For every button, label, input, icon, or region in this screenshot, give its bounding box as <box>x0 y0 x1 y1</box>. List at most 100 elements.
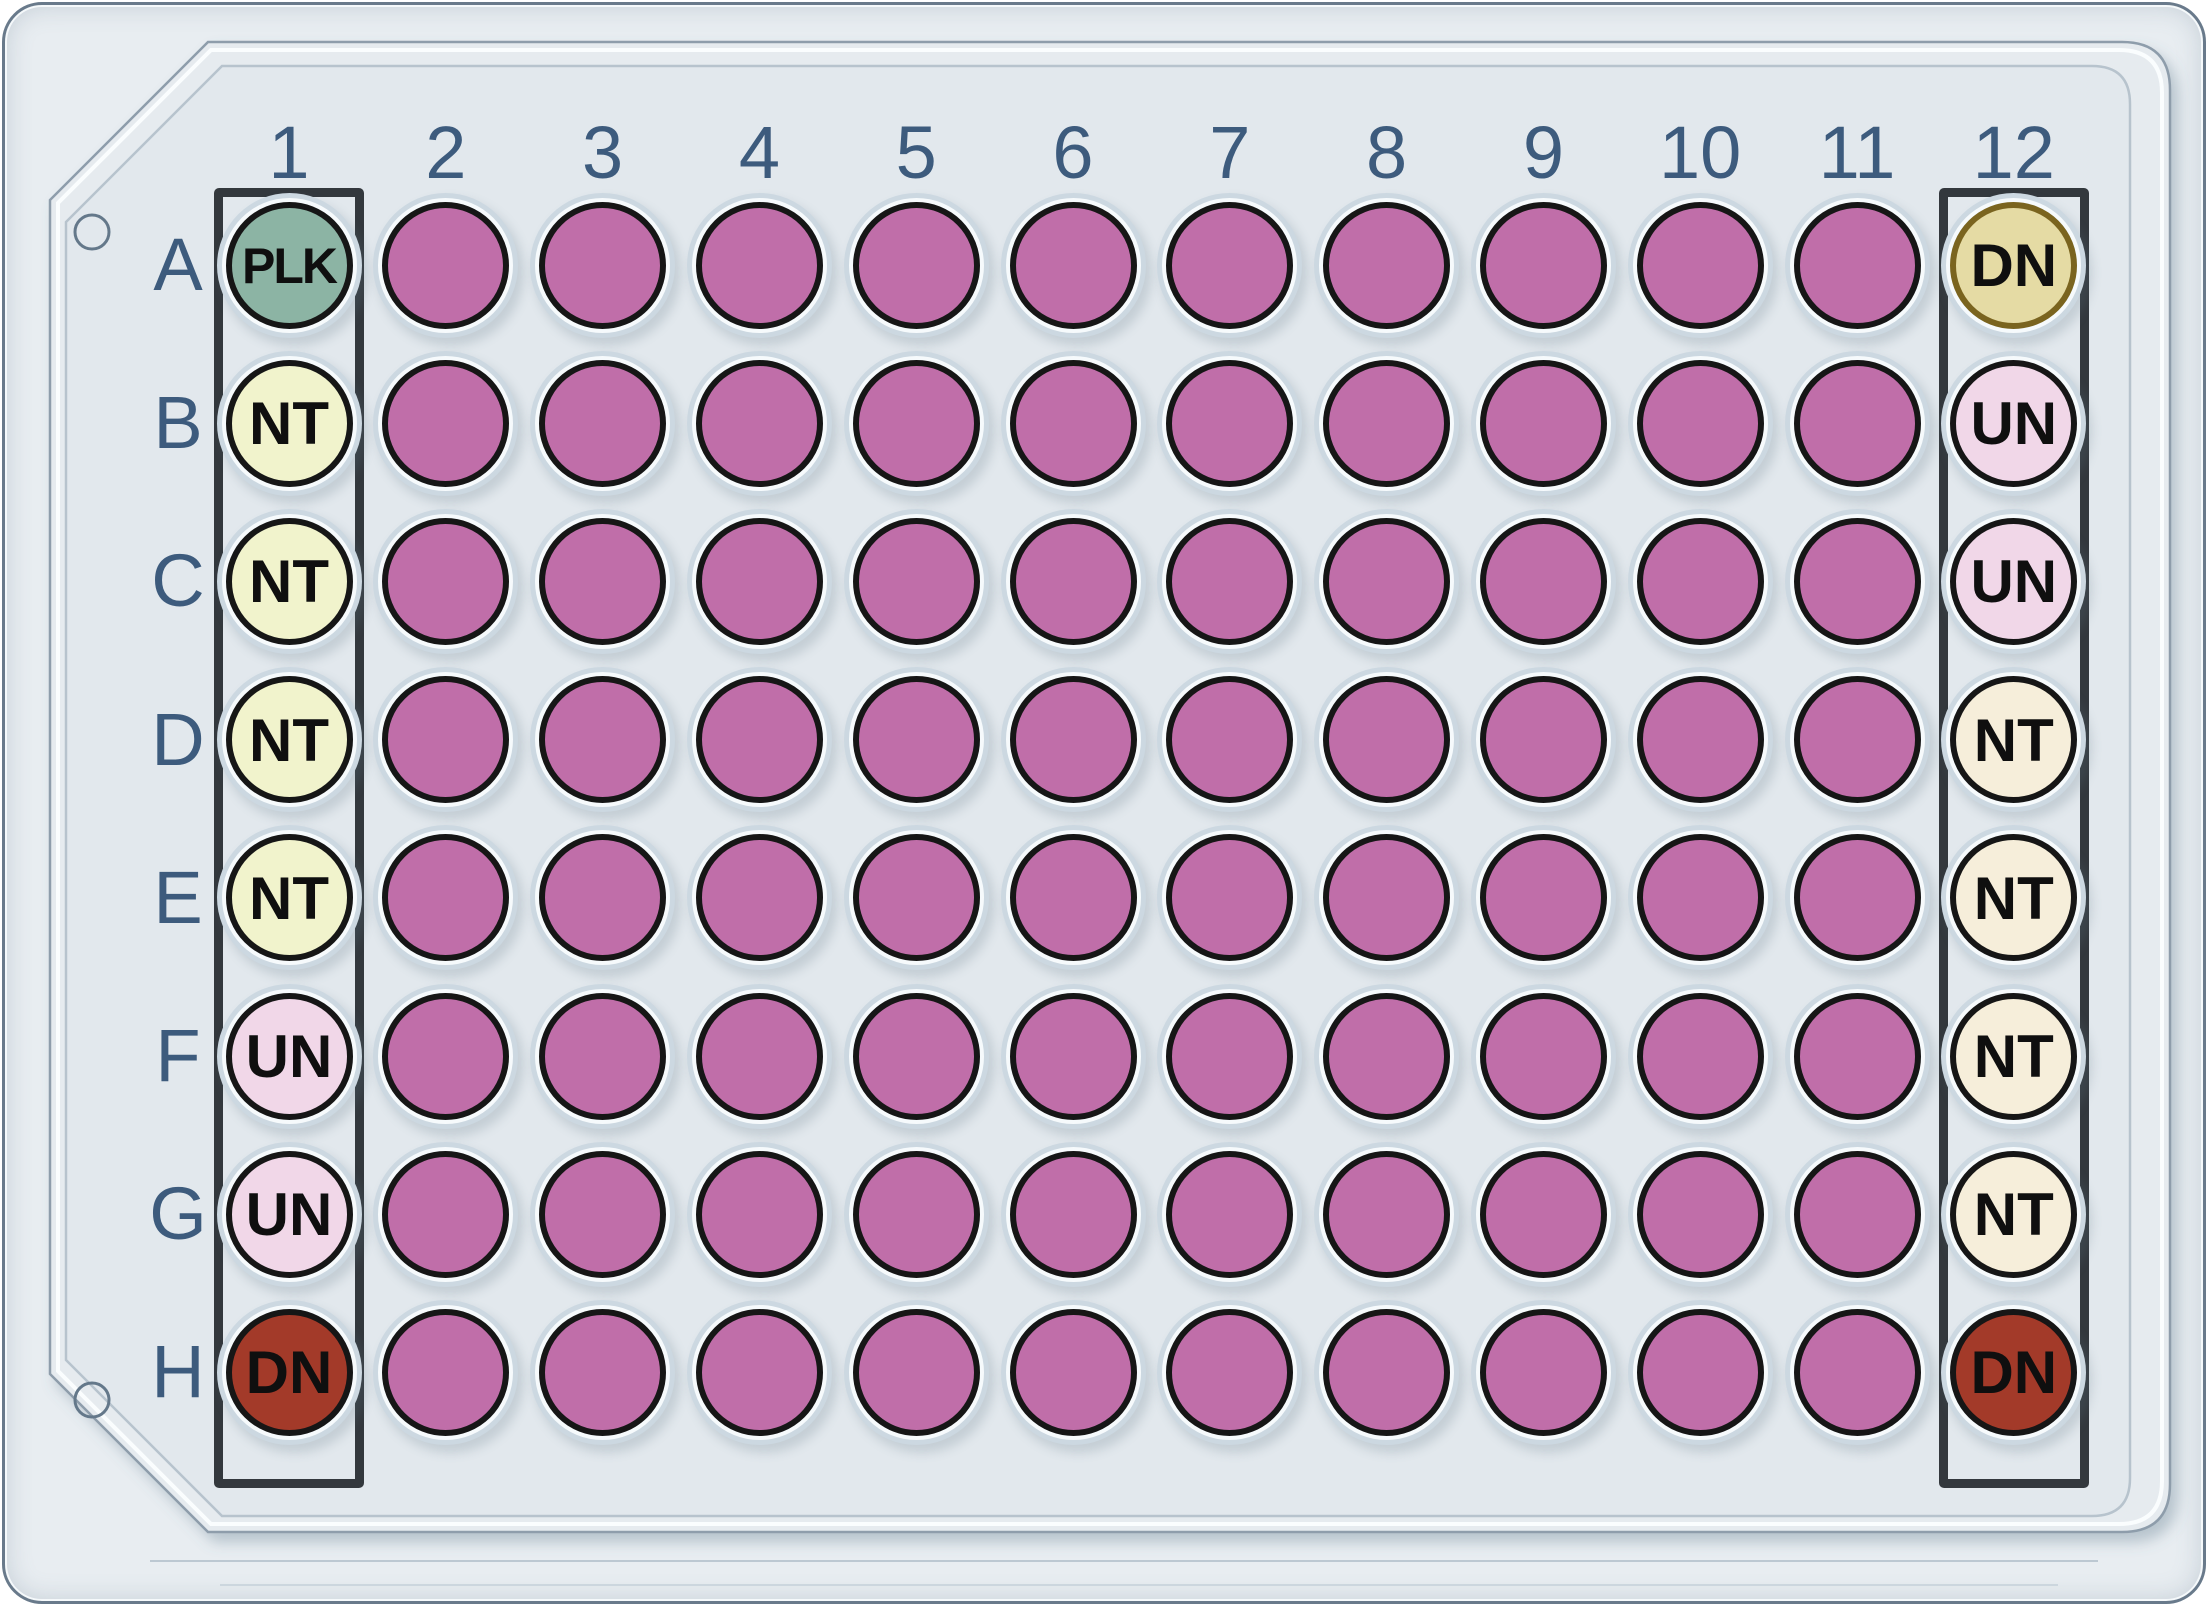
well-label-E1: NT <box>249 864 329 932</box>
well-A6 <box>1009 201 1137 329</box>
well-D10 <box>1636 676 1764 804</box>
well-G1: UN <box>225 1150 353 1278</box>
column-12-frame <box>1938 188 2089 1488</box>
well-label-H12: DN <box>1970 1339 2058 1407</box>
well-H7 <box>1166 1308 1294 1436</box>
well-B4 <box>695 359 823 487</box>
well-B1: NT <box>225 359 353 487</box>
row-header-H: H <box>151 1330 205 1414</box>
well-F1: UN <box>225 992 353 1120</box>
well-label-B1: NT <box>249 390 329 458</box>
well-E12: NT <box>1950 834 2078 962</box>
well-C9 <box>1479 517 1607 645</box>
well-B7 <box>1166 359 1294 487</box>
well-F9 <box>1479 992 1607 1120</box>
well-A9 <box>1479 201 1607 329</box>
well-F8 <box>1323 992 1451 1120</box>
well-A10 <box>1636 201 1764 329</box>
well-E9 <box>1479 834 1607 962</box>
column-header-11: 11 <box>1818 111 1896 194</box>
well-D9 <box>1479 676 1607 804</box>
well-H10 <box>1636 1308 1764 1436</box>
well-label-G1: UN <box>245 1181 333 1249</box>
well-G11 <box>1793 1150 1921 1278</box>
column-header-7: 7 <box>1209 111 1251 194</box>
platform-highlight-line <box>56 48 2164 1526</box>
well-E10 <box>1636 834 1764 962</box>
well-H2 <box>382 1308 510 1436</box>
well-A12: DN <box>1950 201 2078 329</box>
well-A2 <box>382 201 510 329</box>
well-H6 <box>1009 1308 1137 1436</box>
well-B9 <box>1479 359 1607 487</box>
column-header-6: 6 <box>1052 111 1094 194</box>
well-C3 <box>539 517 667 645</box>
well-A8 <box>1323 201 1451 329</box>
well-A7 <box>1166 201 1294 329</box>
row-header-B: B <box>153 381 203 465</box>
well-C5 <box>852 517 980 645</box>
column-header-2: 2 <box>425 111 467 194</box>
well-label-A1: PLK <box>242 238 338 294</box>
well-F10 <box>1636 992 1764 1120</box>
alignment-mark-bottom <box>73 1381 111 1419</box>
well-label-F12: NT <box>1973 1023 2054 1090</box>
column-header-4: 4 <box>738 111 780 194</box>
well-E6 <box>1009 834 1137 962</box>
well-H9 <box>1479 1308 1607 1436</box>
column-header-3: 3 <box>582 111 624 194</box>
column-1-frame <box>214 188 364 1488</box>
well-D12: NT <box>1950 676 2078 804</box>
well-D7 <box>1166 676 1294 804</box>
well-C4 <box>695 517 823 645</box>
column-header-1: 1 <box>268 111 310 194</box>
column-header-9: 9 <box>1522 111 1564 194</box>
well-E1: NT <box>225 834 353 962</box>
well-E5 <box>852 834 980 962</box>
well-C6 <box>1009 517 1137 645</box>
well-A3 <box>539 201 667 329</box>
well-C10 <box>1636 517 1764 645</box>
well-B5 <box>852 359 980 487</box>
well-E7 <box>1166 834 1294 962</box>
well-label-D1: NT <box>249 706 329 774</box>
well-G4 <box>695 1150 823 1278</box>
well-label-G12: NT <box>1973 1181 2054 1249</box>
row-header-G: G <box>149 1172 207 1256</box>
well-A4 <box>695 201 823 329</box>
well-C12: UN <box>1950 517 2078 645</box>
well-B11 <box>1793 359 1921 487</box>
well-C8 <box>1323 517 1451 645</box>
well-D3 <box>539 676 667 804</box>
well-E11 <box>1793 834 1921 962</box>
well-B10 <box>1636 359 1764 487</box>
well-D4 <box>695 676 823 804</box>
well-D2 <box>382 676 510 804</box>
well-F2 <box>382 992 510 1120</box>
well-label-C12: UN <box>1970 548 2058 616</box>
plate-bottom-bevel-line-2 <box>220 1584 2058 1586</box>
well-H5 <box>852 1308 980 1436</box>
well-G5 <box>852 1150 980 1278</box>
well-G9 <box>1479 1150 1607 1278</box>
row-header-A: A <box>153 223 203 306</box>
well-A5 <box>852 201 980 329</box>
well-E4 <box>695 834 823 962</box>
well-F11 <box>1793 992 1921 1120</box>
well-E8 <box>1323 834 1451 962</box>
well-D6 <box>1009 676 1137 804</box>
well-G2 <box>382 1150 510 1278</box>
well-H12: DN <box>1950 1308 2078 1436</box>
well-D5 <box>852 676 980 804</box>
well-G7 <box>1166 1150 1294 1278</box>
well-H8 <box>1323 1308 1451 1436</box>
well-F3 <box>539 992 667 1120</box>
well-label-H1: DN <box>245 1339 333 1407</box>
well-label-B12: UN <box>1970 390 2058 458</box>
well-F4 <box>695 992 823 1120</box>
well-B8 <box>1323 359 1451 487</box>
well-G8 <box>1323 1150 1451 1278</box>
column-header-10: 10 <box>1659 111 1742 194</box>
well-G12: NT <box>1950 1150 2078 1278</box>
